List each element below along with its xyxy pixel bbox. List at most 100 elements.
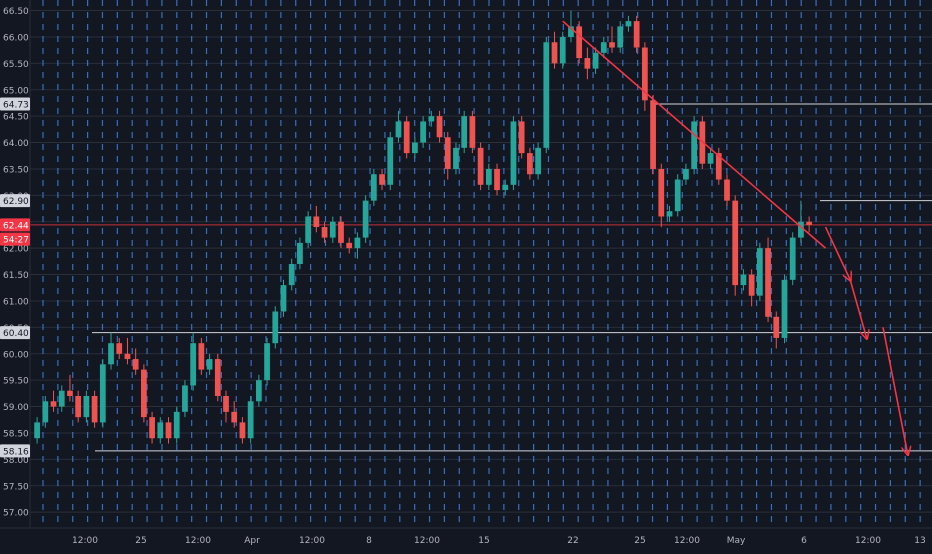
candle[interactable] [789,232,796,286]
candle[interactable] [650,95,656,175]
candle[interactable] [75,390,82,423]
candle[interactable] [338,216,344,249]
candle[interactable] [806,216,812,233]
candle[interactable] [190,332,197,391]
candle[interactable] [773,311,780,349]
candle[interactable] [535,142,541,180]
candle[interactable] [543,36,550,154]
candle[interactable] [412,137,418,159]
candle[interactable] [485,163,492,191]
candle[interactable] [707,147,714,169]
projection-arrow[interactable] [849,279,866,338]
candle[interactable] [214,353,221,402]
candle[interactable] [182,380,188,418]
candle[interactable] [91,390,98,428]
candle[interactable] [50,390,57,412]
candle[interactable] [362,195,369,243]
candle[interactable] [756,242,763,301]
candle[interactable] [116,337,123,360]
candle[interactable] [346,237,353,254]
candle[interactable] [798,200,804,243]
candle[interactable] [781,274,788,344]
candle[interactable] [58,385,65,412]
candle[interactable] [288,258,295,291]
candle[interactable] [379,168,385,191]
candle[interactable] [444,132,451,180]
candle[interactable] [231,401,238,428]
candle[interactable] [461,110,468,154]
candle[interactable] [387,132,394,191]
candle[interactable] [280,279,287,317]
candle[interactable] [223,390,229,423]
drawings[interactable] [562,20,908,454]
candle[interactable] [67,374,73,402]
candle[interactable] [724,174,730,206]
candle[interactable] [42,396,49,428]
candle[interactable] [313,205,320,233]
y-axis[interactable]: 57.0057.5058.0058.5059.0059.5060.0060.50… [0,0,31,550]
candle[interactable] [502,179,509,196]
candle[interactable] [510,116,517,191]
candle[interactable] [239,417,246,444]
candle[interactable] [436,110,443,143]
candle[interactable] [568,10,574,43]
candle[interactable] [165,417,172,444]
candle[interactable] [658,163,665,228]
candles[interactable] [34,10,812,444]
candle[interactable] [600,36,607,59]
candle[interactable] [732,195,739,296]
candle[interactable] [559,31,566,69]
projection-arrow[interactable] [824,226,851,280]
x-axis[interactable]: 12:00 25 12:00 Apr 12:00 8 12:00 15 22 25 12:00 May… [0,527,932,550]
candle[interactable] [666,205,673,222]
candle[interactable] [247,396,254,444]
candle[interactable] [141,364,147,423]
candle[interactable] [428,110,435,127]
candle[interactable] [641,42,648,111]
candle[interactable] [551,31,558,69]
candle[interactable] [354,232,361,259]
candle[interactable] [132,348,139,375]
candle[interactable] [157,417,164,444]
candle[interactable] [329,216,336,243]
candle[interactable] [625,15,632,32]
candle[interactable] [403,116,410,159]
candle[interactable] [264,337,270,386]
candle[interactable] [173,406,180,444]
candle[interactable] [206,353,213,375]
candle[interactable] [765,237,771,323]
candle[interactable] [748,269,755,307]
candle[interactable] [321,221,328,243]
candle[interactable] [617,21,624,53]
candle[interactable] [740,269,747,291]
candle[interactable] [691,116,698,175]
candle[interactable] [576,21,583,64]
projection-arrow[interactable] [882,327,908,454]
candle[interactable] [272,306,279,349]
candle[interactable] [255,374,262,407]
candle[interactable] [715,147,722,185]
candle[interactable] [305,211,312,249]
candle[interactable] [518,116,525,159]
candle[interactable] [674,174,681,217]
candle[interactable] [124,337,131,365]
candle[interactable] [683,163,689,185]
candle[interactable] [592,47,599,74]
candle[interactable] [527,147,533,180]
candle[interactable] [469,110,476,154]
candle[interactable] [83,390,90,423]
candle[interactable] [297,237,303,270]
candle[interactable] [609,26,615,53]
candle[interactable] [149,411,155,444]
candle[interactable] [453,142,459,175]
candle[interactable] [34,417,40,444]
candle[interactable] [420,116,426,148]
trend-line[interactable] [562,20,827,249]
candle[interactable] [395,110,402,143]
candle[interactable] [477,142,484,191]
candle[interactable] [198,337,205,375]
candle[interactable] [108,332,114,370]
candle[interactable] [370,168,377,206]
